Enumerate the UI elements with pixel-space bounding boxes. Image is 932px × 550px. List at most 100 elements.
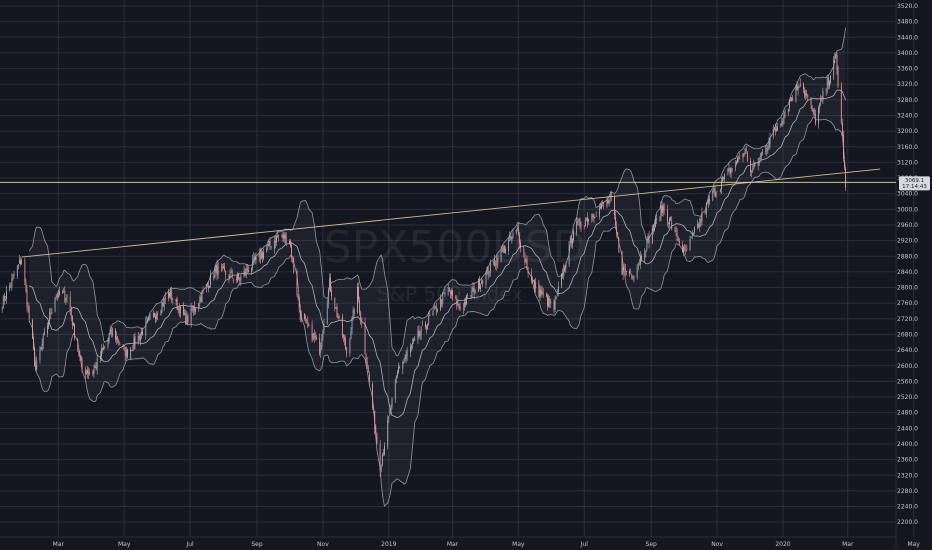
candle-body	[455, 296, 457, 298]
candle-body	[547, 295, 548, 306]
candle-body	[394, 379, 396, 400]
candle-body	[80, 355, 82, 360]
time-axis[interactable]: Mar May Jul Sep Nov 2019 Mar May Jul Sep Nov 2020 Ma…	[53, 541, 921, 548]
candle-body	[795, 85, 797, 102]
candle-body	[651, 227, 653, 244]
candle-body	[579, 218, 581, 227]
candle-body	[478, 279, 479, 291]
candle-body	[662, 205, 664, 213]
candle-body	[549, 298, 551, 304]
candle-body	[592, 213, 594, 218]
candle-body	[772, 128, 774, 137]
candle-body	[71, 316, 73, 326]
candle-body	[94, 365, 96, 369]
candle-body	[267, 244, 269, 248]
candle-body	[730, 168, 732, 174]
candle-body	[231, 271, 233, 279]
candle-body	[36, 360, 38, 370]
candle-body	[62, 292, 64, 294]
candle-body	[190, 307, 192, 325]
candle-body	[432, 310, 434, 316]
candle-body	[414, 338, 416, 341]
candle-body	[118, 340, 120, 344]
candle-body	[595, 216, 597, 217]
candle-body	[655, 219, 656, 228]
candle-body	[155, 316, 156, 319]
candle-body	[789, 100, 790, 108]
candle-body	[373, 408, 375, 410]
candle-body	[2, 296, 4, 309]
candle-body	[782, 120, 784, 123]
candle-body	[488, 272, 490, 274]
price-label-text: 3069.1	[905, 178, 924, 184]
candle-body	[115, 329, 116, 339]
candle-body	[535, 282, 537, 289]
candle-body	[821, 98, 823, 99]
candle-body	[640, 255, 641, 265]
candle-body	[494, 259, 496, 266]
candle-body	[435, 306, 437, 312]
y-tick-label: 2280.0	[897, 488, 918, 495]
price-axis[interactable]: 3520.0 3480.0 3440.0 3400.0 3360.0 3320.0 3280…	[897, 3, 918, 526]
candle-body	[497, 257, 499, 264]
candle-body	[632, 278, 634, 279]
candle-body	[762, 151, 763, 153]
candle-body	[712, 190, 714, 201]
candle-body	[54, 297, 56, 311]
candle-body	[667, 209, 668, 223]
candle-body	[195, 308, 196, 312]
candlesticks	[1, 52, 847, 477]
candle-body	[404, 357, 406, 360]
candle-body	[676, 233, 678, 241]
candle-body	[503, 246, 505, 253]
candle-body	[428, 315, 430, 324]
drawn-lines[interactable]	[0, 168, 896, 258]
candle-body	[765, 150, 767, 152]
candle-body	[107, 339, 109, 347]
candle-body	[556, 293, 558, 296]
candle-body	[293, 259, 295, 272]
candle-body	[230, 271, 232, 273]
candle-body	[311, 324, 313, 341]
candle-body	[458, 304, 460, 309]
candle-body	[751, 170, 753, 173]
candle-body	[322, 331, 324, 339]
candle-body	[783, 113, 785, 120]
candle-body	[262, 252, 263, 258]
candle-body	[429, 314, 431, 316]
candle-body	[671, 221, 673, 230]
candle-body	[591, 214, 593, 219]
candle-body	[380, 465, 382, 470]
candle-body	[351, 318, 353, 330]
candle-body	[243, 271, 245, 277]
candle-body	[569, 236, 571, 241]
candle-body	[739, 157, 741, 160]
candle-body	[85, 371, 87, 374]
x-tick-label: Nov	[711, 541, 723, 548]
candle-body	[731, 168, 733, 169]
candle-body	[130, 349, 132, 359]
candle-body	[413, 339, 415, 342]
candle-body	[541, 291, 543, 294]
candle-body	[328, 278, 330, 289]
candle-body	[214, 269, 216, 278]
candle-body	[40, 347, 42, 350]
candle-body	[292, 258, 294, 260]
x-tick-label: May	[512, 541, 525, 548]
candle-body	[96, 357, 98, 370]
candle-body	[305, 317, 307, 320]
candle-body	[804, 90, 805, 95]
candle-body	[381, 454, 383, 466]
candle-body	[187, 314, 189, 323]
candle-body	[616, 225, 618, 234]
candle-body	[79, 354, 81, 358]
candle-body	[1, 309, 3, 311]
candle-body	[822, 90, 824, 101]
candle-body	[213, 275, 215, 279]
candle-body	[713, 188, 715, 191]
candle-body	[125, 350, 127, 357]
candle-body	[652, 227, 654, 231]
candle-body	[736, 161, 737, 165]
